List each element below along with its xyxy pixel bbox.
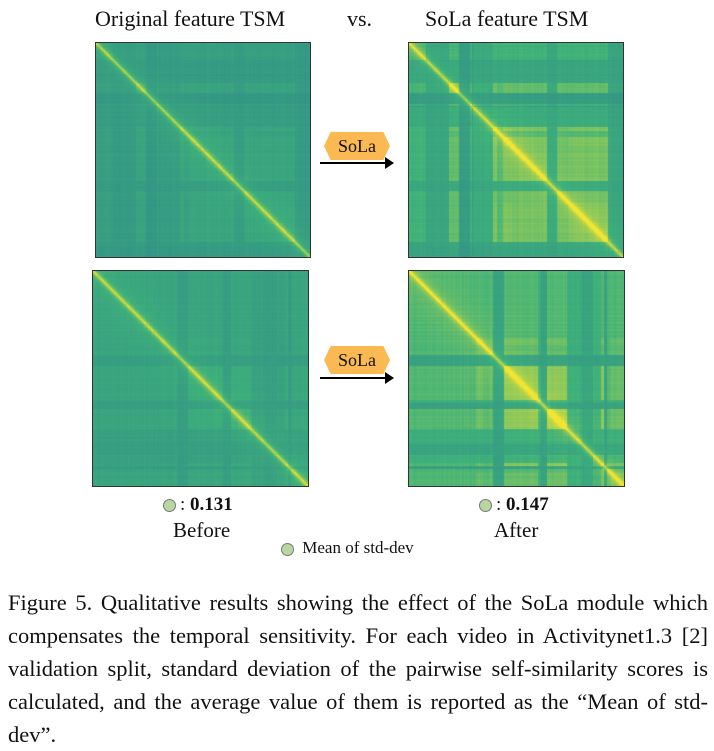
- circle-icon: [281, 542, 294, 556]
- arrow-right-icon: [320, 372, 394, 384]
- heatmap-original-bottom: [92, 270, 309, 487]
- vs-label: vs.: [347, 6, 373, 31]
- sola-badge-top: SoLa: [324, 132, 390, 160]
- heatmap-original-top: [95, 42, 311, 258]
- after-metric: : 0.147: [479, 494, 549, 516]
- sola-badge-bottom: SoLa: [324, 346, 390, 374]
- legend: Mean of std-dev: [281, 538, 414, 558]
- circle-icon: [163, 499, 176, 513]
- after-value: 0.147: [506, 494, 549, 515]
- heatmap-sola-bottom: [408, 270, 625, 487]
- sola-tsm-title: SoLa feature TSM: [425, 6, 589, 31]
- before-value: 0.131: [190, 494, 233, 515]
- circle-icon: [479, 499, 492, 513]
- after-label: After: [494, 518, 539, 542]
- before-label: Before: [173, 518, 231, 542]
- before-metric: : 0.131: [163, 494, 233, 516]
- original-tsm-title: Original feature TSM: [95, 6, 286, 31]
- arrow-right-icon: [320, 157, 394, 169]
- figure-caption: Figure 5. Qualitative results showing th…: [8, 590, 708, 747]
- heatmap-sola-top: [408, 42, 624, 258]
